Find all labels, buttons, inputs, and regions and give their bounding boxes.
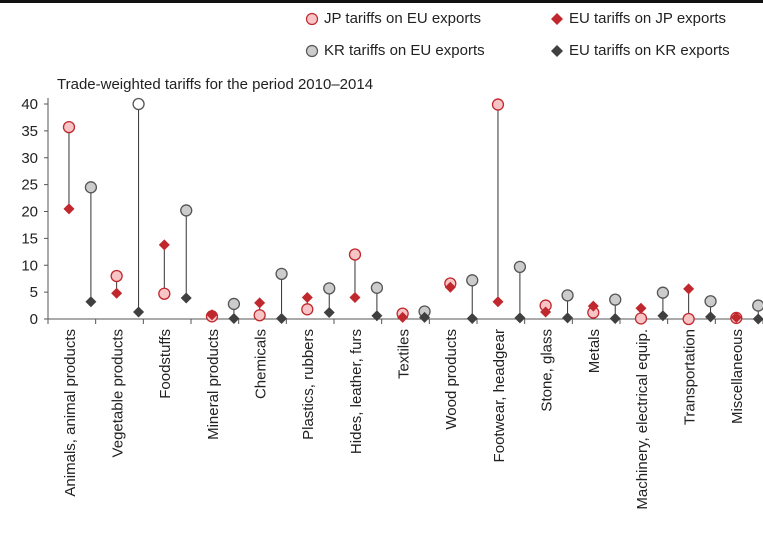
point-eu-on-jp (158, 239, 170, 251)
point-eu-on-kr (514, 312, 526, 324)
x-tick-label: Hides, leather, furs (348, 329, 365, 454)
point-eu-on-kr (705, 311, 717, 323)
x-tick-label: Chemicals (253, 329, 270, 399)
point-kr-on-eu (227, 297, 241, 311)
point-eu-on-jp (540, 306, 552, 318)
point-jp-on-eu (491, 98, 505, 111)
point-eu-on-kr (752, 313, 763, 325)
point-eu-on-jp (730, 311, 742, 323)
point-kr-on-eu (704, 295, 717, 308)
x-tick-label: Machinery, electrical equip. (634, 329, 651, 510)
point-kr-on-eu (275, 267, 288, 281)
legend-item-kr-on-eu: KR tariffs on EU exports (305, 42, 485, 59)
diamond-marker-icon (551, 44, 563, 57)
point-jp-on-eu (110, 269, 123, 283)
chart-subtitle: Trade-weighted tariffs for the period 20… (57, 76, 374, 93)
point-eu-on-jp (349, 292, 361, 303)
x-tick-label: Transportation (682, 329, 699, 425)
point-eu-on-jp (635, 302, 647, 314)
point-eu-on-jp (301, 292, 313, 303)
point-jp-on-eu (301, 303, 314, 316)
legend-item-eu-on-jp: EU tariffs on JP exports (550, 10, 726, 27)
point-kr-on-eu (84, 181, 98, 194)
x-tick-label: Wood products (443, 329, 460, 430)
point-eu-on-jp (492, 296, 504, 308)
legend-item-eu-on-kr: EU tariffs on KR exports (550, 42, 730, 59)
point-kr-on-eu (180, 204, 193, 217)
point-kr-on-eu (656, 286, 670, 299)
point-kr-on-eu (561, 289, 574, 302)
point-eu-on-jp (587, 300, 599, 312)
legend-item-jp-on-eu: JP tariffs on EU exports (305, 10, 481, 27)
point-eu-on-jp (444, 281, 456, 293)
point-eu-on-jp (63, 203, 75, 215)
y-tick-label: 40 (21, 96, 38, 113)
y-tick-label: 10 (21, 257, 38, 274)
point-eu-on-jp (206, 309, 218, 321)
legend-label: EU tariffs on JP exports (569, 10, 727, 27)
point-eu-on-kr (466, 312, 478, 324)
point-eu-on-kr (228, 312, 240, 324)
y-tick-label: 30 (21, 150, 38, 167)
x-tick-label: Animals, animal products (62, 329, 79, 497)
point-jp-on-eu (253, 309, 266, 322)
point-jp-on-eu (62, 120, 76, 134)
point-eu-on-kr (323, 307, 335, 319)
point-jp-on-eu (158, 287, 171, 300)
x-tick-label: Mineral products (205, 329, 222, 440)
point-kr-on-eu (513, 260, 527, 274)
point-eu-on-jp (111, 287, 123, 299)
y-tick-label: 25 (21, 177, 38, 194)
point-eu-on-kr (133, 306, 145, 318)
legend-label: KR tariffs on EU exports (324, 42, 485, 59)
x-tick-label: Metals (586, 329, 603, 373)
point-kr-on-eu (609, 293, 622, 306)
point-eu-on-jp (397, 311, 409, 323)
point-eu-on-jp (254, 297, 266, 309)
y-tick-label: 0 (30, 311, 38, 328)
point-kr-on-eu (132, 97, 145, 111)
point-kr-on-eu (323, 282, 336, 295)
point-jp-on-eu (682, 312, 695, 326)
legend-label: JP tariffs on EU exports (324, 10, 482, 27)
point-eu-on-kr (371, 310, 383, 322)
point-kr-on-eu (466, 274, 479, 287)
point-kr-on-eu (752, 299, 763, 312)
point-eu-on-jp (683, 283, 695, 295)
x-tick-label: Miscellaneous (729, 329, 746, 424)
y-tick-label: 5 (30, 284, 38, 301)
point-jp-on-eu (634, 312, 648, 325)
y-tick-label: 15 (21, 230, 38, 247)
point-eu-on-kr (609, 312, 621, 324)
x-tick-label: Plastics, rubbers (300, 329, 317, 440)
y-tick-label: 35 (21, 123, 38, 140)
x-tick-label: Vegetable products (110, 329, 127, 457)
point-eu-on-kr (180, 292, 192, 304)
point-eu-on-kr (276, 312, 288, 324)
x-tick-label: Stone, glass (539, 329, 556, 412)
point-eu-on-kr (562, 312, 574, 324)
top-rule (0, 0, 763, 3)
point-eu-on-kr (657, 310, 669, 322)
x-tick-label: Foodstuffs (157, 329, 174, 399)
circle-marker-icon (305, 44, 319, 57)
legend-label: EU tariffs on KR exports (569, 42, 730, 59)
y-tick-label: 20 (21, 204, 38, 221)
x-tick-label: Textiles (396, 329, 413, 379)
diamond-marker-icon (551, 12, 563, 25)
point-kr-on-eu (370, 281, 384, 294)
point-eu-on-kr (85, 296, 97, 308)
circle-marker-icon (305, 12, 319, 25)
point-jp-on-eu (348, 248, 362, 261)
x-tick-label: Footwear, headgear (491, 329, 508, 462)
point-eu-on-kr (419, 311, 431, 323)
